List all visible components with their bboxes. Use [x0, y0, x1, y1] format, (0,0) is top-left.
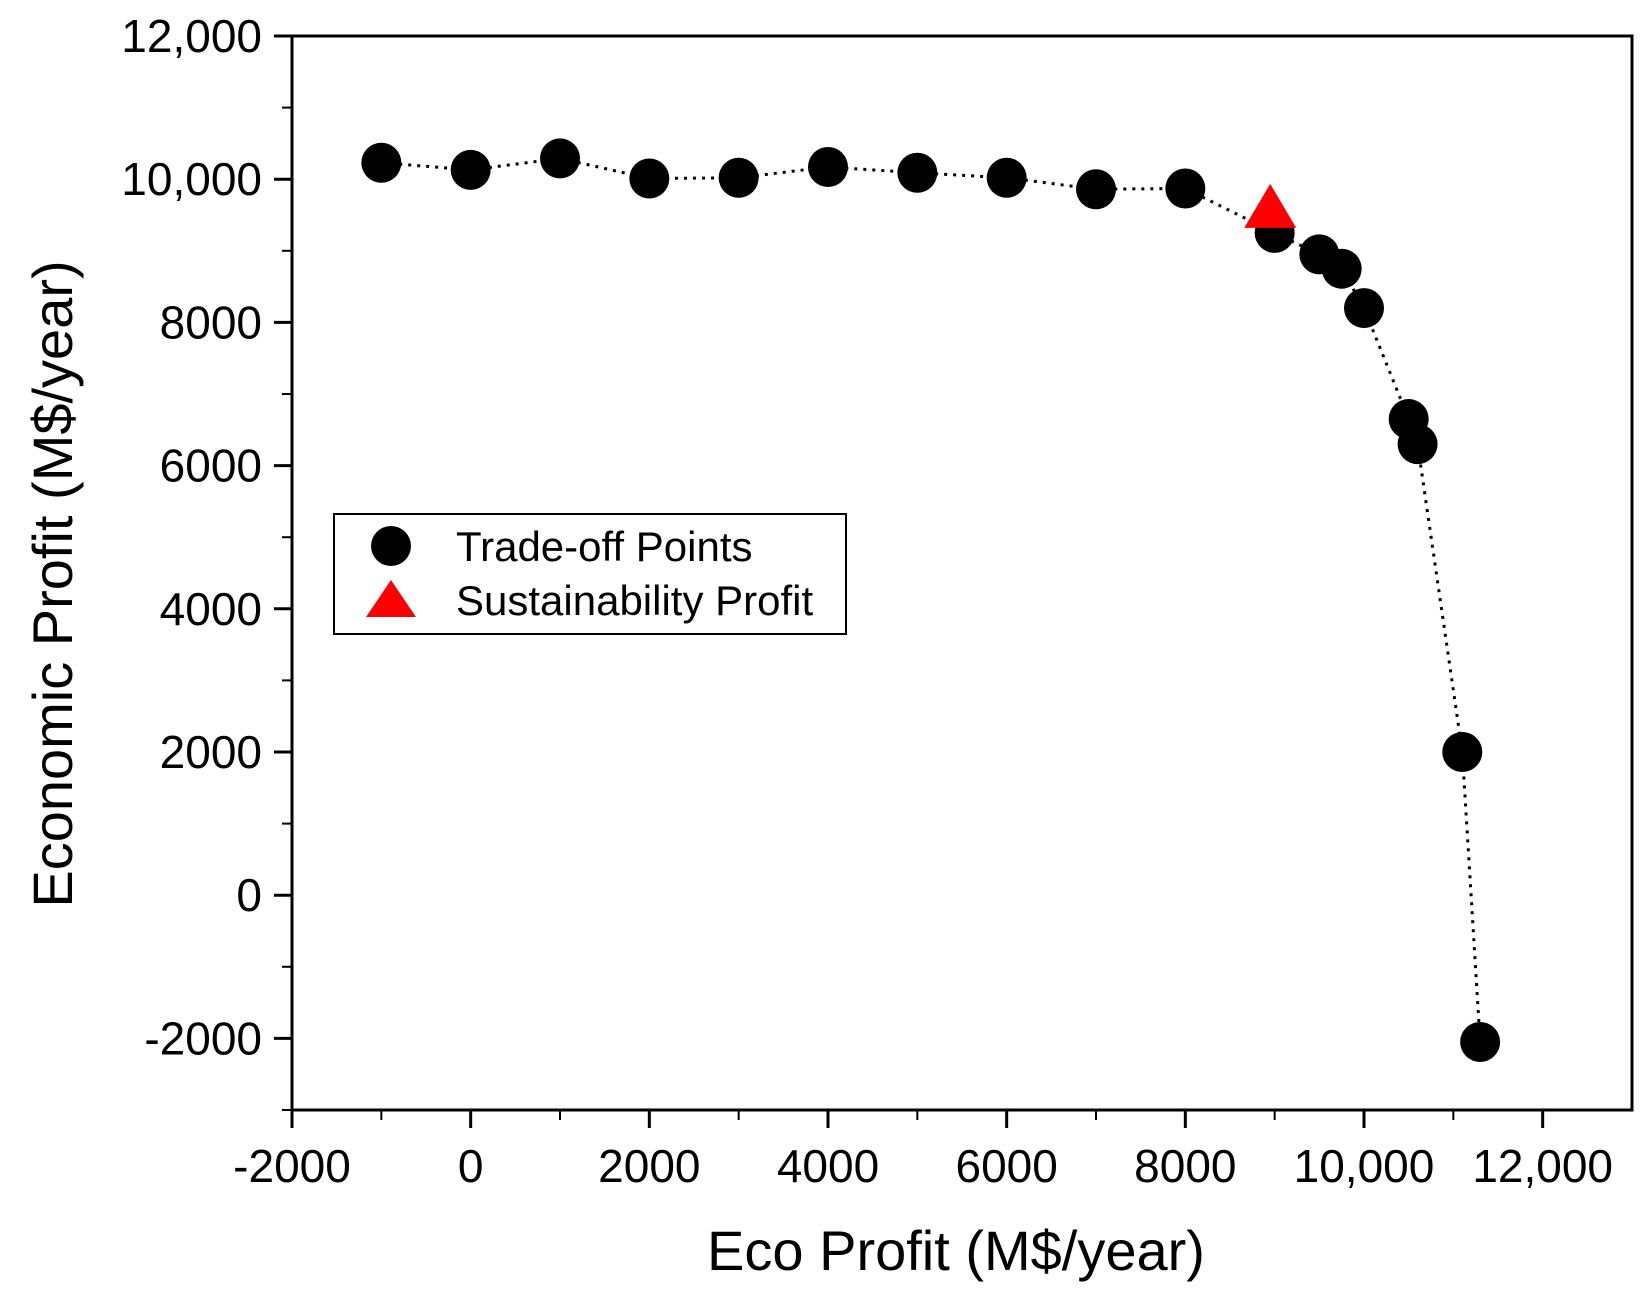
x-tick-label: -2000: [233, 1140, 351, 1192]
x-tick-label: 8000: [1134, 1140, 1236, 1192]
x-tick-label: 10,000: [1294, 1140, 1435, 1192]
x-tick-label: 12,000: [1472, 1140, 1613, 1192]
sustainability-profit-point: [1244, 183, 1297, 228]
trade-off-point: [629, 158, 670, 199]
data-markers: [361, 138, 1501, 1062]
y-tick-label: 12,000: [121, 10, 262, 62]
x-tick-label: 2000: [598, 1140, 700, 1192]
legend: Trade-off Points Sustainability Profit: [333, 513, 847, 635]
trade-off-point: [361, 142, 402, 183]
trade-off-point: [1397, 424, 1438, 465]
y-tick-label: 4000: [160, 583, 262, 635]
axis-tick-labels: -2000 0 2000 4000 6000 8000 10,000 12,000 -2000 0…: [121, 10, 1613, 1192]
axis-ticks: [274, 34, 1545, 1128]
trade-off-point: [986, 157, 1027, 198]
trade-off-point: [540, 138, 580, 179]
trade-off-point: [897, 152, 938, 193]
trade-off-point: [1076, 169, 1116, 210]
trade-off-point: [1344, 288, 1384, 329]
x-tick-label: 4000: [777, 1140, 879, 1192]
plot-frame: [290, 34, 1634, 1112]
x-tick-label: 0: [458, 1140, 484, 1192]
legend-trade-off-label: Trade-off Points: [456, 523, 752, 570]
trade-off-point: [1321, 248, 1362, 289]
trade-off-point: [1460, 1021, 1501, 1062]
trade-off-point: [808, 147, 848, 188]
y-tick-label: 8000: [160, 296, 262, 348]
y-tick-label: -2000: [144, 1012, 262, 1064]
trade-off-point: [450, 149, 491, 190]
y-tick-label: 6000: [160, 440, 262, 492]
y-axis-title: Economic Profit (M$/year): [21, 260, 84, 907]
legend-trade-off-marker: [371, 526, 411, 566]
y-tick-label: 0: [236, 869, 262, 921]
x-tick-label: 6000: [955, 1140, 1057, 1192]
trade-off-point: [1165, 168, 1206, 209]
y-tick-label: 10,000: [121, 153, 262, 205]
axes: [290, 34, 1634, 1112]
legend-sustainability-label: Sustainability Profit: [456, 577, 813, 624]
trade-off-point: [718, 157, 759, 198]
legend-sustainability-marker: [366, 580, 416, 617]
y-tick-label: 2000: [160, 726, 262, 778]
x-axis-title: Eco Profit (M$/year): [707, 1219, 1205, 1282]
legend-box: [333, 513, 847, 635]
trade-off-point: [1442, 732, 1483, 772]
